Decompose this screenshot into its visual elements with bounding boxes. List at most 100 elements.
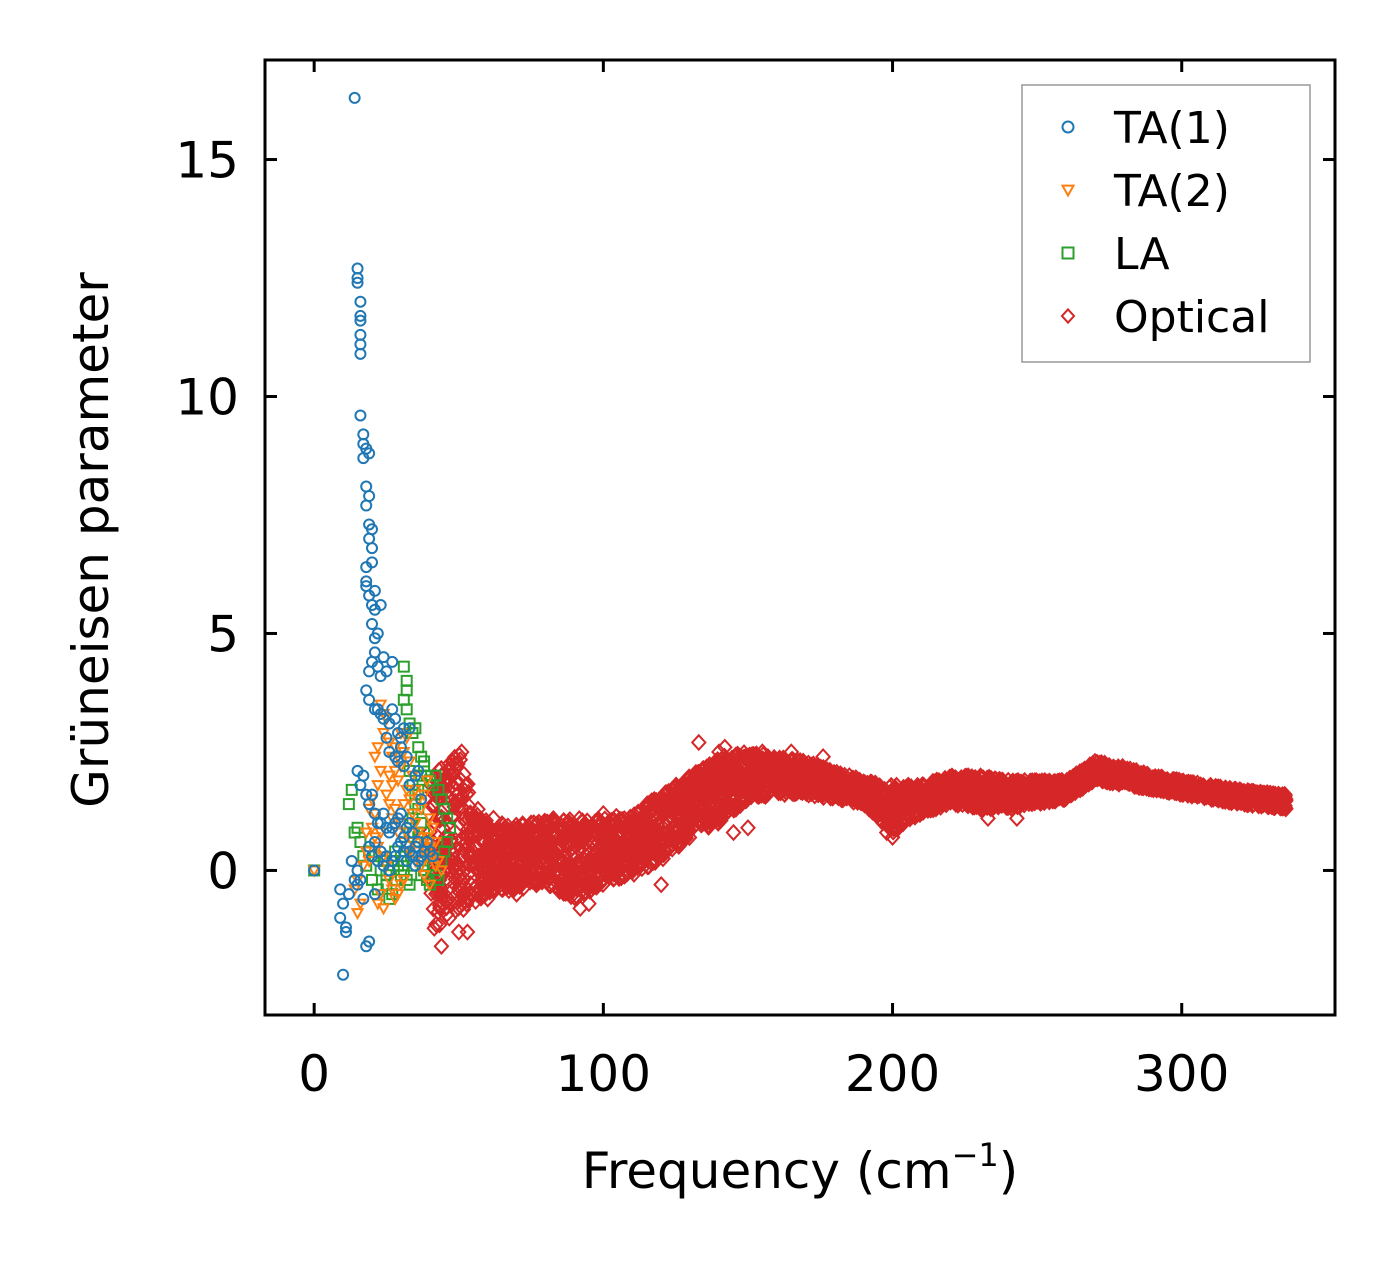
data-point [354,338,367,351]
optical-point [799,781,816,800]
optical-point [1153,771,1170,789]
optical-point [690,733,707,752]
data-point [420,775,434,788]
optical-point [1065,770,1082,788]
optical-point [541,830,558,848]
optical-point [539,864,556,882]
data-point [412,836,425,849]
data-point [380,731,393,744]
optical-point [428,915,445,934]
optical-point [634,835,651,853]
data-point [337,968,350,981]
optical-point [628,824,645,842]
data-point [345,854,358,867]
optical-point [1174,780,1191,798]
optical-point [655,813,672,832]
optical-point [1204,780,1221,798]
optical-point [801,776,818,794]
optical-point [596,863,613,881]
y-tick-label: 5 [207,605,239,663]
data-point [400,732,414,745]
x-tick-label: 300 [1134,1045,1229,1103]
optical-point [439,768,456,787]
optical-point [439,905,455,923]
data-point [354,314,367,327]
optical-point [570,840,587,858]
optical-point [451,861,467,879]
optical-point [754,743,771,761]
data-point [366,788,378,801]
optical-point [551,840,568,858]
x-axis-label: Frequency (cm−1) [582,1136,1019,1200]
data-point [360,575,373,588]
data-point [339,926,352,939]
optical-point [783,743,800,761]
data-point [363,935,376,948]
optical-point [739,819,756,837]
data-point [391,889,405,902]
optical-point [521,830,538,849]
optical-point [624,861,641,880]
optical-point [743,788,760,806]
optical-point [600,842,617,861]
optical-point [656,793,673,811]
optical-point [426,919,443,937]
optical-point [806,787,823,805]
legend-label: TA(2) [1113,166,1230,217]
data-point [405,808,420,821]
optical-point [653,875,670,894]
optical-point [433,937,450,955]
data-point [363,447,376,460]
optical-point [1040,792,1057,810]
optical-point [981,781,998,799]
optical-point [971,796,988,814]
optical-point [481,822,498,841]
optical-point [773,777,790,795]
optical-point [798,784,815,803]
optical-point [1048,778,1064,797]
data-point [397,660,410,673]
optical-point [629,805,646,823]
data-point [308,864,321,877]
optical-point [891,808,908,827]
optical-point [711,770,728,789]
optical-point [467,837,484,855]
data-point [354,873,367,886]
optical-point [643,853,660,871]
optical-point [696,810,713,828]
optical-point [567,819,584,838]
optical-point [1040,783,1057,801]
data-point [397,799,411,812]
data-point [376,903,391,916]
optical-point [682,789,699,807]
optical-point [458,776,475,794]
optical-point [878,823,895,842]
optical-point [458,785,475,803]
optical-point [973,796,990,814]
data-point [374,599,387,612]
optical-point [523,814,540,832]
data-point [402,794,417,807]
optical-point [742,766,759,784]
legend-marker [1060,307,1076,325]
optical-point [655,801,672,819]
optical-point [423,884,440,902]
optical-point [467,877,484,896]
optical-point [455,765,472,783]
data-point [434,865,449,878]
optical-point [685,769,702,787]
optical-point [1118,766,1135,785]
data-point [354,779,367,792]
optical-point [863,773,880,792]
optical-point [1153,768,1170,786]
optical-point [772,752,789,770]
optical-point [1128,765,1145,783]
optical-point [1232,793,1249,811]
optical-point [1277,800,1294,818]
optical-point [459,923,476,941]
optical-point [815,748,832,766]
x-axis-label-superscript: −1 [952,1136,999,1174]
optical-point [870,788,887,806]
